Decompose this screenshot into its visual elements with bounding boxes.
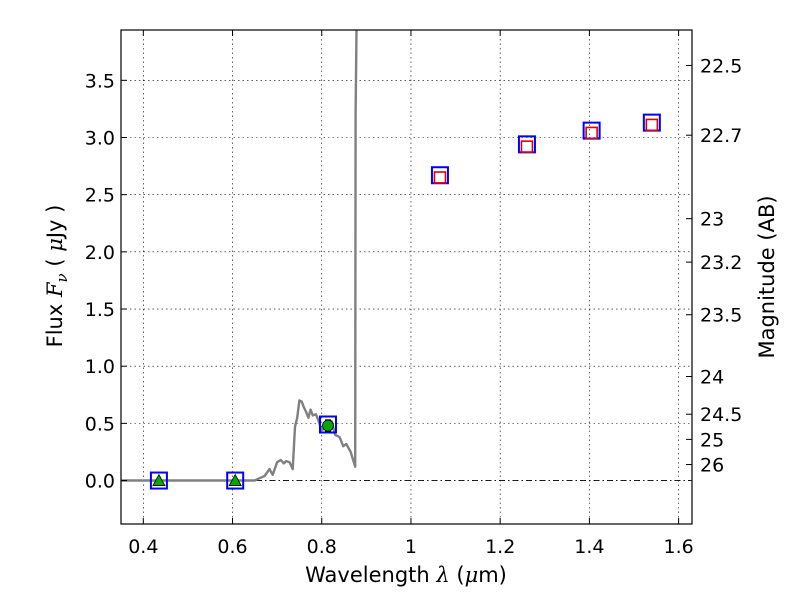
observed-flux-marker <box>520 140 534 153</box>
upper-limit-marker <box>152 473 166 486</box>
data-marks <box>121 30 661 490</box>
right-tick-label: 24 <box>700 366 724 388</box>
x-tick-label: 1.4 <box>574 536 604 558</box>
y-tick-label: 3.0 <box>85 127 115 149</box>
model-photometry-marker <box>318 415 337 434</box>
axis-ticks: 0.4 0.6 0.8 1 1.2 1.4 1.6 0.0 0.5 1.0 1.5 2.0 2.5 3.0… <box>85 30 742 558</box>
x-tick-label: 1.6 <box>664 536 694 558</box>
y-axis-label: Flux Fν ( μJy ) <box>43 205 71 348</box>
right-axis-label: Magnitude (AB) <box>755 195 779 358</box>
right-tick-label: 25 <box>700 429 724 451</box>
observed-flux-marker <box>433 171 447 184</box>
x-tick-label: 1.2 <box>485 536 515 558</box>
sed-model-line <box>121 30 358 482</box>
observed-flux-marker <box>645 118 659 132</box>
x-tick-label: 0.6 <box>217 536 247 558</box>
x-tick-label: 0.4 <box>128 536 158 558</box>
observed-flux-marker <box>585 126 598 140</box>
right-tick-label: 23 <box>700 209 724 231</box>
right-tick-label: 22.5 <box>700 55 742 77</box>
y-tick-label: 1.0 <box>85 356 115 378</box>
right-tick-label: 26 <box>700 455 724 477</box>
detection-marker <box>322 419 334 432</box>
right-tick-label: 24.5 <box>700 404 742 426</box>
y-tick-label: 3.5 <box>85 70 115 92</box>
y-tick-label: 1.5 <box>85 299 115 321</box>
x-tick-label: 0.8 <box>307 536 337 558</box>
y-tick-label: 2.5 <box>85 185 115 207</box>
y-tick-label: 2.0 <box>85 242 115 264</box>
y-tick-label: 0.0 <box>85 471 115 493</box>
right-tick-label: 23.5 <box>700 305 742 327</box>
upper-limit-marker <box>228 473 242 486</box>
y-tick-label: 0.5 <box>85 413 115 435</box>
x-axis-label: Wavelength λ (μm) <box>305 563 507 587</box>
x-tick-label: 1 <box>405 536 417 558</box>
plot-frame <box>120 29 693 525</box>
right-tick-label: 23.2 <box>700 252 742 274</box>
right-tick-label: 22.7 <box>700 125 742 147</box>
model-photometry-marker <box>149 471 168 490</box>
model-photometry-marker <box>226 471 245 490</box>
